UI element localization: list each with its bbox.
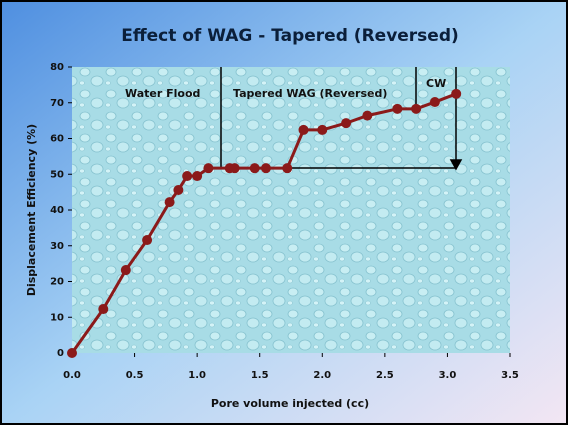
marker [142, 235, 152, 245]
marker [362, 111, 372, 121]
x-tick-label: 3.0 [439, 370, 457, 381]
x-tick-label: 3.5 [501, 370, 519, 381]
marker [299, 125, 309, 135]
y-tick-label: 10 [50, 312, 64, 323]
marker [182, 171, 192, 181]
marker [250, 163, 260, 173]
marker [317, 125, 327, 135]
marker [192, 171, 202, 181]
marker [165, 197, 175, 207]
x-tick-label: 1.5 [251, 370, 269, 381]
y-tick-label: 20 [50, 277, 64, 288]
y-axis-label: Displacement Efficiency (%) [25, 124, 38, 296]
y-tick-label: 30 [50, 241, 64, 252]
marker [261, 163, 271, 173]
annotation: Tapered WAG (Reversed) [233, 87, 387, 100]
y-tick-label: 50 [50, 169, 64, 180]
marker [430, 97, 440, 107]
marker [121, 265, 131, 275]
annotation: CW [426, 77, 446, 90]
x-axis-label: Pore volume injected (cc) [211, 397, 369, 410]
annotation: Water Flood [125, 87, 200, 100]
marker [173, 185, 183, 195]
marker [67, 348, 77, 358]
marker [341, 118, 351, 128]
y-tick-label: 0 [57, 348, 64, 359]
x-tick-label: 2.0 [313, 370, 331, 381]
marker [230, 163, 240, 173]
marker [203, 163, 213, 173]
chart: Effect of WAG - Tapered (Reversed) Pore … [0, 0, 568, 425]
y-tick-label: 60 [50, 134, 64, 145]
y-tick-label: 70 [50, 98, 64, 109]
y-tick-label: 80 [50, 62, 64, 73]
chart-title: Effect of WAG - Tapered (Reversed) [121, 26, 459, 46]
marker [451, 89, 461, 99]
plot-area [72, 67, 510, 353]
y-tick-label: 40 [50, 205, 64, 216]
marker [282, 163, 292, 173]
marker [411, 104, 421, 114]
x-tick-label: 0.0 [63, 370, 81, 381]
x-tick-label: 0.5 [126, 370, 144, 381]
marker [98, 304, 108, 314]
x-tick-label: 1.0 [188, 370, 206, 381]
marker [392, 104, 402, 114]
x-tick-label: 2.5 [376, 370, 394, 381]
